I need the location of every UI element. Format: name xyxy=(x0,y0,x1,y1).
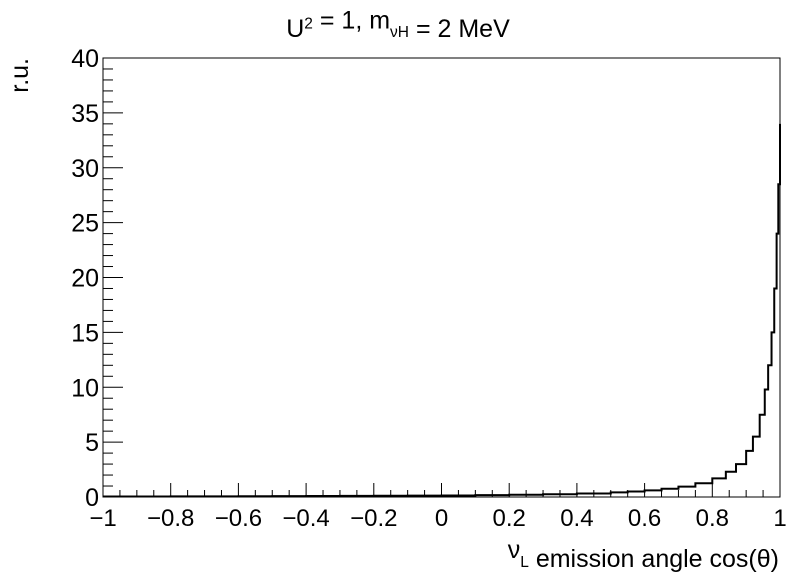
y-tick-label: 20 xyxy=(71,265,99,293)
x-tick-label: 0.8 xyxy=(696,505,729,532)
x-tick-label: −0.8 xyxy=(147,505,194,532)
x-tick-label: −1 xyxy=(89,505,116,532)
y-tick-label: 5 xyxy=(85,429,99,457)
y-tick-label: 25 xyxy=(71,210,99,238)
x-tick-labels: −1 −0.8 −0.6 −0.4 −0.2 0 0.2 0.4 0.6 0.8 1 xyxy=(89,505,786,532)
y-tick-label: 10 xyxy=(71,374,99,402)
y-tick-label: 40 xyxy=(71,45,99,73)
x-axis-label: νL emission angle cos(θ) xyxy=(508,536,779,572)
y-axis-label: r.u. xyxy=(6,58,34,93)
chart-title: U2 = 1, mνH = 2 MeV xyxy=(286,6,510,43)
x-tick-label: 1 xyxy=(773,505,786,532)
y-tick-label: 0 xyxy=(85,484,99,512)
y-tick-labels: 0 5 10 15 20 25 30 35 40 xyxy=(71,45,99,512)
y-tick-label: 15 xyxy=(71,319,99,347)
series-line xyxy=(103,123,781,498)
x-tick-label: 0.2 xyxy=(493,505,526,532)
x-tick-label: 0.4 xyxy=(560,505,593,532)
x-tick-label: 0.6 xyxy=(628,505,661,532)
x-tick-label: 0 xyxy=(435,505,448,532)
x-tick-label: −0.4 xyxy=(282,505,329,532)
y-tick-label: 30 xyxy=(71,155,99,183)
y-tick-label: 35 xyxy=(71,100,99,128)
x-tick-label: −0.2 xyxy=(350,505,397,532)
x-tick-label: −0.6 xyxy=(215,505,262,532)
